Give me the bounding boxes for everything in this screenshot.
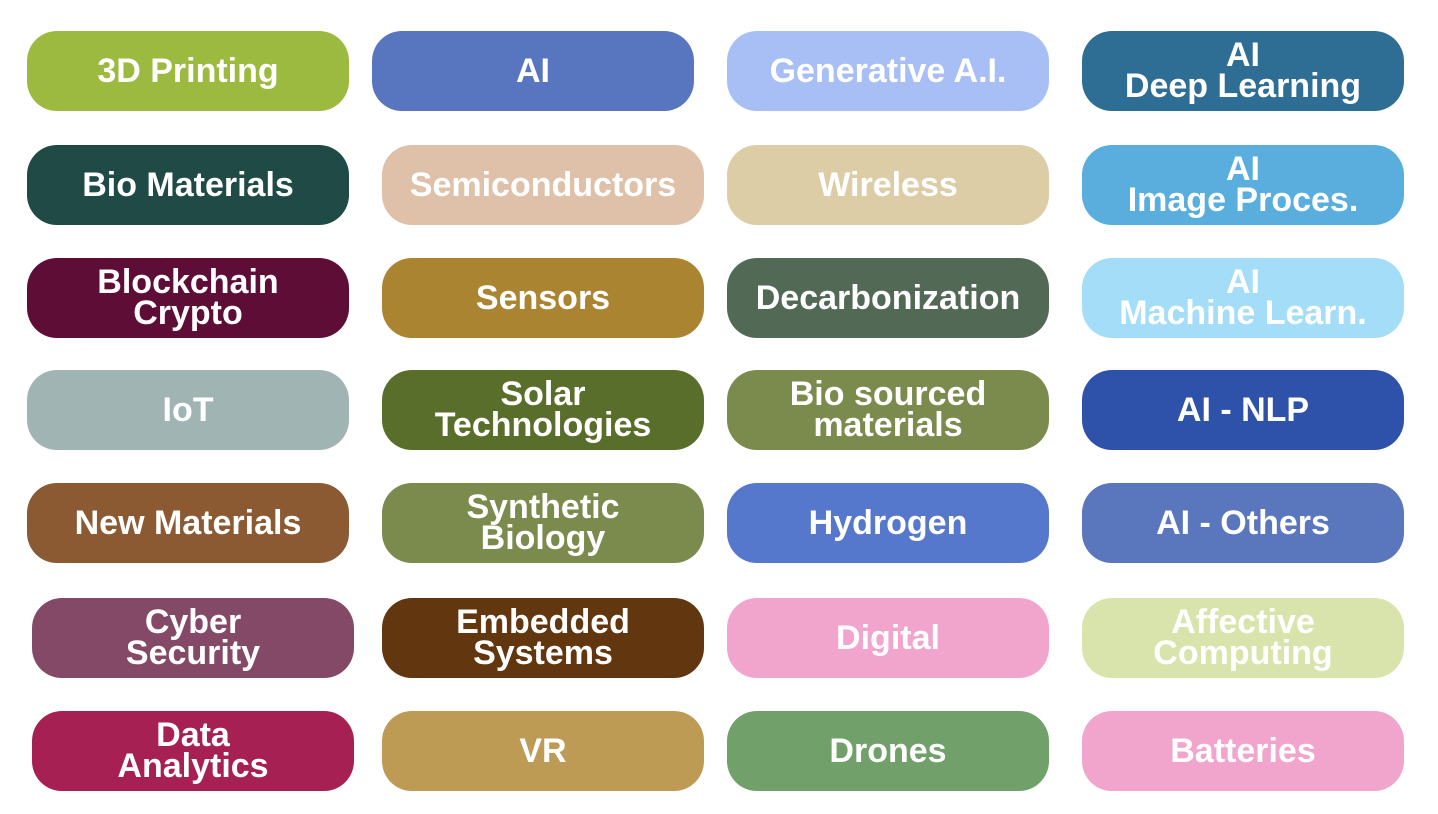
topic-label: AI <box>516 51 550 90</box>
topic-tile-new-materials[interactable]: New Materials <box>27 483 349 563</box>
topic-label: Blockchain <box>97 263 279 301</box>
topic-tile-synthetic-biology[interactable]: Synthetic Biology <box>382 483 704 563</box>
topic-tile-affective-computing[interactable]: Affective Computing <box>1082 598 1404 678</box>
topic-tile-hydrogen[interactable]: Hydrogen <box>727 483 1049 563</box>
topic-label: Semiconductors <box>409 165 677 204</box>
topic-label: AI - NLP <box>1176 390 1310 429</box>
topic-tile-ai[interactable]: AI <box>372 31 694 111</box>
topic-tile-decarbonization[interactable]: Decarbonization <box>727 258 1049 338</box>
topic-label: Drones <box>829 731 947 770</box>
topic-tile-ai-machine-learn[interactable]: AI Machine Learn. <box>1082 258 1404 338</box>
topic-tile-vr[interactable]: VR <box>382 711 704 791</box>
topic-label: IoT <box>162 390 214 429</box>
topic-tile-bio-materials[interactable]: Bio Materials <box>27 145 349 225</box>
topic-label: Bio Materials <box>82 165 294 204</box>
topic-tile-ai-deep-learning[interactable]: AI Deep Learning <box>1082 31 1404 111</box>
topic-tile-sensors[interactable]: Sensors <box>382 258 704 338</box>
topic-label: Analytics <box>117 747 269 785</box>
topic-label: Security <box>125 634 261 672</box>
topic-label: Hydrogen <box>808 503 968 542</box>
topic-label: AI <box>1226 150 1260 188</box>
topic-tile-cyber-security[interactable]: Cyber Security <box>32 598 354 678</box>
topic-label: AI - Others <box>1156 503 1330 542</box>
topic-tile-3d-printing[interactable]: 3D Printing <box>27 31 349 111</box>
topic-tile-solar-technologies[interactable]: Solar Technologies <box>382 370 704 450</box>
topic-tile-drones[interactable]: Drones <box>727 711 1049 791</box>
topic-label: Technologies <box>434 406 652 444</box>
topic-label: Decarbonization <box>755 278 1021 317</box>
topic-label: Cyber <box>144 603 242 641</box>
topic-tile-data-analytics[interactable]: Data Analytics <box>32 711 354 791</box>
topic-label: AI <box>1226 263 1260 301</box>
topic-tile-digital[interactable]: Digital <box>727 598 1049 678</box>
topic-tile-batteries[interactable]: Batteries <box>1082 711 1404 791</box>
topic-label: Digital <box>836 618 940 657</box>
topic-label: VR <box>519 731 567 770</box>
topic-label: Systems <box>473 634 613 672</box>
topic-label: materials <box>813 406 963 444</box>
topic-label: New Materials <box>74 503 302 542</box>
topic-label: Biology <box>480 519 606 557</box>
topic-tile-generative-a-i[interactable]: Generative A.I. <box>727 31 1049 111</box>
topic-label: Crypto <box>133 294 243 332</box>
topic-label: Synthetic <box>466 488 620 526</box>
topic-label: 3D Printing <box>97 51 279 90</box>
topic-label: Sensors <box>475 278 611 317</box>
topic-label: Embedded <box>456 603 630 641</box>
topic-tile-ai-others[interactable]: AI - Others <box>1082 483 1404 563</box>
topic-label: Computing <box>1153 634 1333 672</box>
topic-label: Image Proces. <box>1127 181 1359 219</box>
topic-tile-ai-nlp[interactable]: AI - NLP <box>1082 370 1404 450</box>
topic-label: Deep Learning <box>1124 67 1362 105</box>
topic-label: Bio sourced <box>789 375 987 413</box>
topic-tile-blockchain-crypto[interactable]: Blockchain Crypto <box>27 258 349 338</box>
topic-tile-bio-sourced-materials[interactable]: Bio sourced materials <box>727 370 1049 450</box>
topic-tile-semiconductors[interactable]: Semiconductors <box>382 145 704 225</box>
topic-tile-wireless[interactable]: Wireless <box>727 145 1049 225</box>
topic-tile-ai-image-proces[interactable]: AI Image Proces. <box>1082 145 1404 225</box>
topic-label: Generative A.I. <box>769 51 1007 90</box>
topic-label: Solar <box>500 375 586 413</box>
topic-label: Batteries <box>1170 731 1316 770</box>
topic-label: Data <box>156 716 230 754</box>
topic-label: Wireless <box>818 165 958 204</box>
topic-label: Machine Learn. <box>1119 294 1367 332</box>
topic-label: AI <box>1226 36 1260 74</box>
topic-tile-iot[interactable]: IoT <box>27 370 349 450</box>
topic-tile-embedded-systems[interactable]: Embedded Systems <box>382 598 704 678</box>
topic-label: Affective <box>1171 603 1315 641</box>
